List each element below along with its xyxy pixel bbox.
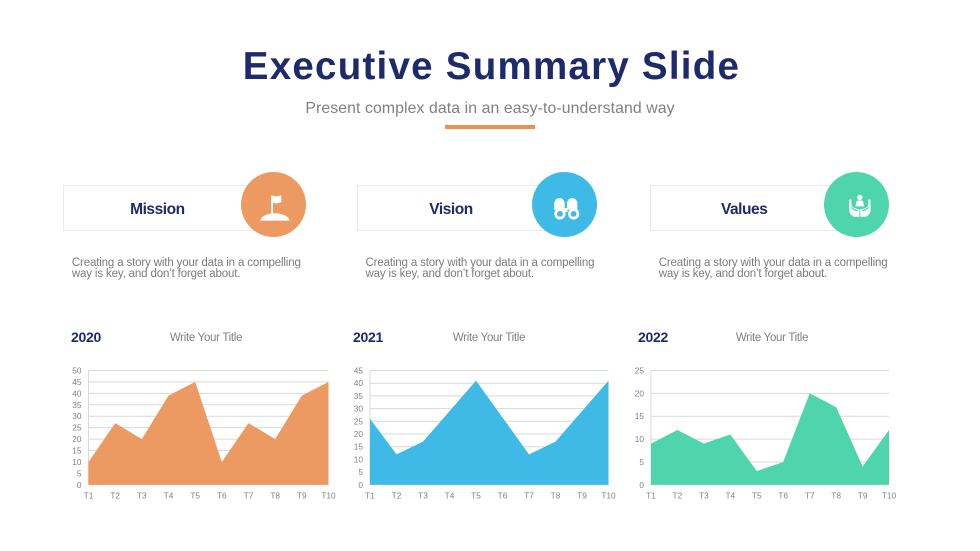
svg-text:T8: T8: [831, 491, 841, 501]
svg-text:T7: T7: [524, 491, 534, 501]
svg-text:T3: T3: [418, 491, 428, 501]
svg-text:T5: T5: [752, 491, 762, 501]
svg-text:0: 0: [639, 480, 644, 490]
svg-text:T4: T4: [445, 491, 455, 501]
svg-text:T5: T5: [471, 491, 481, 501]
svg-text:T9: T9: [858, 491, 868, 501]
svg-text:T1: T1: [646, 491, 656, 501]
svg-text:25: 25: [635, 366, 645, 376]
svg-text:T10: T10: [321, 491, 336, 501]
svg-text:40: 40: [72, 388, 82, 398]
svg-text:30: 30: [72, 411, 82, 421]
svg-text:T7: T7: [244, 491, 254, 501]
svg-text:15: 15: [72, 446, 82, 456]
svg-text:T6: T6: [778, 491, 788, 501]
svg-text:T9: T9: [297, 491, 307, 501]
svg-text:T7: T7: [805, 491, 815, 501]
svg-text:5: 5: [77, 468, 82, 478]
svg-text:15: 15: [635, 411, 645, 421]
svg-text:25: 25: [354, 416, 364, 426]
svg-text:10: 10: [354, 454, 364, 464]
svg-text:45: 45: [354, 366, 364, 376]
svg-text:30: 30: [354, 404, 364, 414]
svg-text:T2: T2: [110, 491, 120, 501]
svg-text:35: 35: [72, 400, 82, 410]
svg-text:T4: T4: [725, 491, 735, 501]
svg-text:50: 50: [72, 366, 82, 376]
svg-text:T2: T2: [673, 491, 683, 501]
svg-text:T8: T8: [551, 491, 561, 501]
svg-text:20: 20: [72, 434, 82, 444]
svg-text:45: 45: [72, 377, 82, 387]
svg-text:T2: T2: [392, 491, 402, 501]
svg-text:T3: T3: [137, 491, 147, 501]
svg-text:0: 0: [77, 480, 82, 490]
svg-text:20: 20: [635, 388, 645, 398]
svg-text:20: 20: [354, 429, 364, 439]
svg-text:5: 5: [358, 467, 363, 477]
svg-text:T5: T5: [190, 491, 200, 501]
svg-text:10: 10: [635, 434, 645, 444]
svg-text:T10: T10: [601, 491, 616, 501]
svg-text:5: 5: [639, 457, 644, 467]
svg-text:10: 10: [72, 457, 82, 467]
svg-text:T1: T1: [84, 491, 94, 501]
svg-text:T6: T6: [498, 491, 508, 501]
svg-text:T10: T10: [882, 491, 897, 501]
svg-text:35: 35: [354, 391, 364, 401]
svg-text:T1: T1: [365, 491, 375, 501]
svg-text:T9: T9: [577, 491, 587, 501]
svg-text:25: 25: [72, 423, 82, 433]
svg-text:0: 0: [358, 480, 363, 490]
svg-text:T3: T3: [699, 491, 709, 501]
svg-text:15: 15: [354, 442, 364, 452]
svg-text:T8: T8: [270, 491, 280, 501]
svg-text:T4: T4: [164, 491, 174, 501]
svg-text:40: 40: [354, 378, 364, 388]
svg-text:T6: T6: [217, 491, 227, 501]
